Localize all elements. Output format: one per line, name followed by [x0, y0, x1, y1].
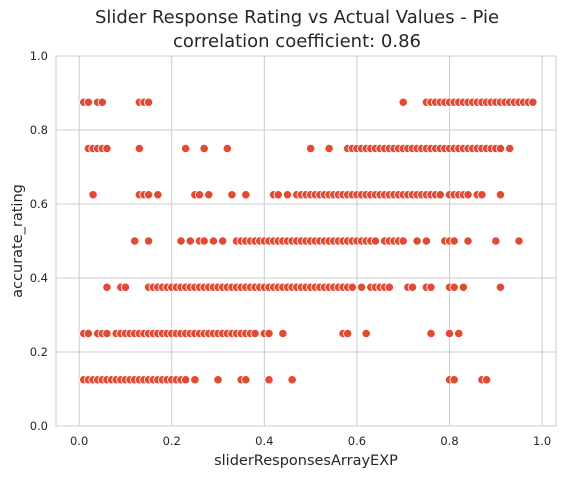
data-point	[190, 375, 200, 385]
data-point	[426, 328, 436, 339]
x-tick-label: 0.6	[348, 434, 366, 448]
x-tick-label: 0.2	[163, 434, 181, 448]
data-point	[102, 328, 112, 339]
data-point	[153, 190, 163, 200]
data-point	[398, 97, 408, 107]
data-point	[222, 143, 232, 154]
y-tick-label: 0.0	[30, 419, 48, 433]
data-point	[495, 282, 506, 292]
y-tick-label: 0.2	[30, 345, 48, 359]
data-point	[213, 375, 223, 385]
data-point	[421, 236, 431, 246]
data-point	[278, 328, 288, 339]
data-point	[194, 190, 205, 200]
data-point	[463, 236, 473, 246]
data-point	[491, 236, 501, 246]
data-point	[356, 282, 367, 292]
data-point	[134, 143, 144, 154]
data-point	[218, 236, 228, 246]
data-point	[477, 190, 487, 200]
data-point	[250, 328, 260, 339]
data-point	[102, 143, 112, 154]
data-point	[143, 236, 154, 246]
data-point	[384, 282, 394, 292]
data-point	[463, 190, 473, 200]
grid-lines	[56, 55, 556, 427]
data-point	[120, 282, 131, 292]
data-point	[185, 236, 195, 246]
data-point	[143, 97, 154, 107]
data-point	[505, 143, 515, 154]
data-point	[458, 282, 469, 292]
data-point	[324, 143, 334, 154]
data-point	[264, 375, 274, 385]
data-point	[495, 143, 506, 154]
data-point	[361, 328, 371, 339]
data-point	[199, 236, 209, 246]
x-axis-label: sliderResponsesArrayEXP	[214, 453, 398, 469]
data-point	[435, 190, 445, 200]
data-point	[343, 328, 353, 339]
data-point	[143, 190, 154, 200]
data-point	[97, 97, 107, 107]
y-tick-label: 0.4	[30, 271, 48, 285]
tick-labels: 0.0 0.2 0.4 0.6 0.8 1.0 0.0 0.2 0.4 0.6 0.8 1.0	[30, 49, 552, 448]
y-tick-label: 0.8	[30, 123, 48, 137]
data-point	[181, 143, 191, 154]
data-point	[347, 282, 357, 292]
data-points	[79, 97, 538, 385]
data-point	[83, 328, 94, 339]
x-tick-label: 1.0	[533, 434, 551, 448]
data-point	[282, 190, 293, 200]
chart-subtitle: correlation coefficient: 0.86	[173, 31, 421, 52]
data-point	[449, 375, 459, 385]
data-point	[514, 236, 524, 246]
x-tick-label: 0.8	[440, 434, 458, 448]
data-point	[227, 190, 237, 200]
data-point	[181, 375, 191, 385]
data-point	[102, 282, 112, 292]
data-point	[204, 190, 214, 200]
data-point	[83, 97, 94, 107]
data-point	[449, 236, 459, 246]
data-point	[481, 375, 492, 385]
chart-title: Slider Response Rating vs Actual Values …	[95, 7, 499, 28]
data-point	[208, 236, 219, 246]
data-point	[407, 282, 418, 292]
data-point	[528, 97, 538, 107]
y-tick-label: 1.0	[30, 49, 48, 63]
data-point	[241, 190, 251, 200]
x-tick-label: 0.4	[255, 434, 273, 448]
data-point	[88, 190, 98, 200]
data-point	[273, 190, 283, 200]
data-point	[199, 143, 209, 154]
data-point	[176, 236, 186, 246]
data-point	[444, 328, 455, 339]
data-point	[495, 190, 506, 200]
y-axis-label: accurate_rating	[10, 184, 26, 298]
data-point	[398, 236, 408, 246]
data-point	[370, 236, 381, 246]
data-point	[287, 375, 297, 385]
data-point	[241, 375, 251, 385]
data-point	[426, 282, 436, 292]
x-tick-label: 0.0	[70, 434, 88, 448]
data-point	[130, 236, 140, 246]
y-tick-label: 0.6	[30, 197, 48, 211]
data-point	[264, 328, 274, 339]
data-point	[449, 282, 459, 292]
data-point	[454, 328, 464, 339]
data-point	[306, 143, 316, 154]
data-point	[412, 236, 422, 246]
